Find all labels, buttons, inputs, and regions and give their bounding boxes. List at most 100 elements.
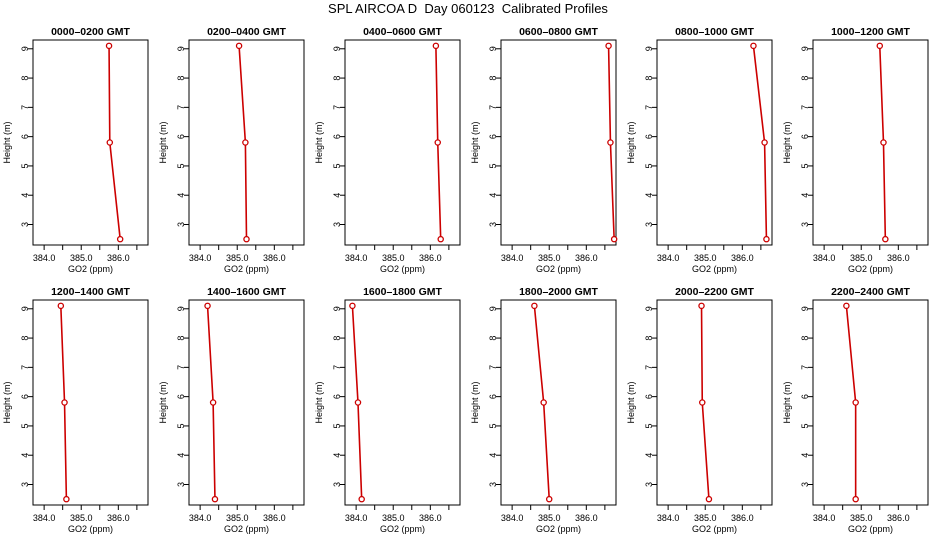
y-axis-label: Height (m) — [782, 381, 792, 423]
x-tick-label: 385.0 — [538, 513, 561, 523]
panel-title: 1000–1200 GMT — [831, 26, 910, 38]
chart-panel: 2200–2400 GMT 384.0 385.0 386.0 3 4 5 6 7 8 9 GO2 (… — [782, 286, 929, 534]
y-axis-label: Height (m) — [158, 121, 168, 163]
y-tick-label: 8 — [176, 336, 186, 341]
y-tick-label: 4 — [332, 193, 342, 198]
y-tick-label: 5 — [20, 423, 30, 428]
y-tick-label: 9 — [176, 306, 186, 311]
y-tick-label: 7 — [176, 105, 186, 110]
panel-title: 0200–0400 GMT — [207, 26, 286, 38]
y-tick-label: 9 — [800, 306, 810, 311]
panel-title: 2000–2200 GMT — [675, 286, 754, 298]
plot-frame — [500, 299, 617, 506]
y-tick-label: 9 — [176, 46, 186, 51]
x-tick-label: 386.0 — [419, 513, 442, 523]
x-tick-label: 386.0 — [731, 513, 754, 523]
data-point — [57, 302, 65, 310]
x-tick-label: 385.0 — [226, 253, 249, 263]
data-point — [61, 399, 68, 406]
y-tick-label: 7 — [488, 365, 498, 370]
y-tick-label: 6 — [332, 394, 342, 399]
data-point — [852, 399, 859, 406]
x-tick-label: 384.0 — [189, 513, 212, 523]
x-axis-label: GO2 (ppm) — [536, 524, 581, 534]
y-axis-label: Height (m) — [782, 121, 792, 163]
x-axis-label: GO2 (ppm) — [68, 524, 113, 534]
y-axis-label: Height (m) — [470, 121, 480, 163]
x-tick-label: 384.0 — [657, 513, 680, 523]
data-point — [882, 235, 889, 243]
y-tick-label: 8 — [332, 76, 342, 81]
y-tick-label: 8 — [644, 76, 654, 81]
chart-panel: 1000–1200 GMT 384.0 385.0 386.0 3 4 5 6 7 8 9 GO2 (… — [782, 26, 929, 274]
data-point — [242, 139, 249, 146]
plot-frame — [500, 39, 617, 246]
data-point — [763, 235, 770, 243]
y-tick-label: 5 — [644, 423, 654, 428]
x-tick-label: 384.0 — [345, 513, 368, 523]
data-point — [698, 302, 705, 310]
chart-panel: 1400–1600 GMT 384.0 385.0 386.0 3 4 5 6 7 8 9 GO2 (… — [158, 286, 305, 534]
y-tick-label: 7 — [332, 365, 342, 370]
y-tick-label: 5 — [176, 423, 186, 428]
data-point — [540, 399, 547, 406]
y-tick-label: 8 — [488, 76, 498, 81]
chart-panel: 1200–1400 GMT 384.0 385.0 386.0 3 4 5 6 7 8 9 GO2 (… — [2, 286, 149, 534]
x-tick-label: 386.0 — [575, 513, 598, 523]
y-tick-label: 5 — [20, 163, 30, 168]
x-axis-label: GO2 (ppm) — [692, 524, 737, 534]
y-tick-label: 7 — [800, 105, 810, 110]
data-point — [610, 235, 618, 243]
y-tick-label: 5 — [488, 423, 498, 428]
data-point — [434, 139, 441, 146]
data-point — [204, 302, 211, 310]
y-tick-label: 9 — [332, 46, 342, 51]
y-tick-label: 3 — [332, 482, 342, 487]
figure-title: SPL AIRCOA D Day 060123 Calibrated Profi… — [328, 1, 608, 16]
chart-panel: 0400–0600 GMT 384.0 385.0 386.0 3 4 5 6 7 8 9 GO2 (… — [314, 26, 461, 274]
y-tick-label: 9 — [20, 306, 30, 311]
x-axis-label: GO2 (ppm) — [224, 524, 269, 534]
y-tick-label: 3 — [176, 482, 186, 487]
y-tick-label: 3 — [644, 222, 654, 227]
y-axis-label: Height (m) — [2, 121, 12, 163]
y-tick-label: 4 — [20, 193, 30, 198]
y-tick-label: 8 — [20, 336, 30, 341]
y-tick-label: 9 — [800, 46, 810, 51]
plot-frame — [812, 299, 929, 506]
y-tick-label: 6 — [20, 134, 30, 139]
y-tick-label: 7 — [20, 105, 30, 110]
y-tick-label: 7 — [176, 365, 186, 370]
data-point — [607, 139, 614, 146]
panel-title: 0400–0600 GMT — [363, 26, 442, 38]
plot-frame — [188, 299, 305, 506]
y-tick-label: 3 — [488, 482, 498, 487]
y-tick-label: 6 — [488, 394, 498, 399]
y-tick-label: 5 — [644, 163, 654, 168]
panel-title: 0000–0200 GMT — [51, 26, 130, 38]
plot-frame — [656, 39, 773, 246]
x-tick-label: 385.0 — [694, 253, 717, 263]
y-tick-label: 3 — [488, 222, 498, 227]
panel-title: 0800–1000 GMT — [675, 26, 754, 38]
y-tick-label: 6 — [800, 134, 810, 139]
data-point — [211, 495, 219, 503]
y-axis-label: Height (m) — [314, 381, 324, 423]
data-point — [63, 495, 70, 503]
chart-panel: 0600–0800 GMT 384.0 385.0 386.0 3 4 5 6 7 8 9 GO2 (… — [470, 26, 618, 274]
plot-frame — [32, 39, 149, 246]
data-point — [750, 42, 757, 50]
x-tick-label: 385.0 — [382, 253, 405, 263]
y-tick-label: 5 — [800, 163, 810, 168]
data-point — [105, 42, 113, 50]
y-tick-label: 9 — [332, 306, 342, 311]
y-tick-label: 5 — [800, 423, 810, 428]
x-tick-label: 386.0 — [419, 253, 442, 263]
y-tick-label: 9 — [644, 306, 654, 311]
y-axis-label: Height (m) — [314, 121, 324, 163]
x-axis-label: GO2 (ppm) — [68, 264, 113, 274]
x-tick-label: 384.0 — [657, 253, 680, 263]
y-tick-label: 6 — [488, 134, 498, 139]
